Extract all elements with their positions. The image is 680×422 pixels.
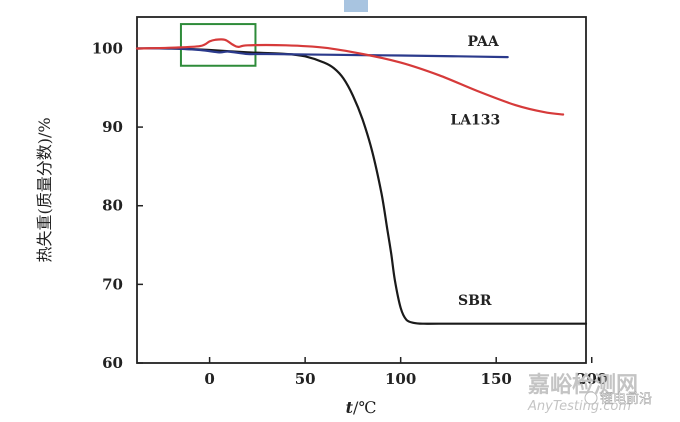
y-tick-label: 100	[92, 39, 123, 57]
watermark-main: 嘉峪检测网	[528, 372, 638, 398]
x-tick-label: 150	[481, 370, 512, 388]
x-axis-title: t/℃	[346, 398, 377, 417]
series-label-paa: PAA	[468, 34, 500, 50]
x-tick-label: 100	[385, 370, 416, 388]
y-tick-label: 60	[102, 354, 123, 372]
y-tick-label: 90	[102, 118, 123, 136]
series-line-la133	[135, 38, 565, 116]
x-axis-title-var: t	[346, 398, 354, 417]
y-tick-label: 80	[102, 197, 123, 215]
x-tick-label: 0	[204, 370, 214, 388]
y-axis-title: 热失重(质量分数)/%	[35, 117, 54, 262]
series-line-paa	[135, 47, 509, 59]
series-label-la133: LA133	[450, 113, 500, 129]
x-tick-label: 50	[295, 370, 316, 388]
watermark-sub: AnyTesting.com	[527, 399, 631, 414]
series-label-sbr: SBR	[458, 293, 492, 309]
watermark: 嘉峪检测网 AnyTesting.com 锂电前沿	[527, 372, 652, 414]
x-axis-title-unit: /℃	[353, 398, 376, 417]
x-tick-label: 200	[576, 370, 607, 388]
watermark-account: 锂电前沿	[600, 391, 652, 407]
series-line-sbr	[135, 47, 588, 325]
wechat-icon	[584, 391, 598, 405]
y-tick-label: 70	[102, 275, 123, 293]
top-decoration	[344, 0, 368, 12]
plot-frame	[136, 16, 587, 364]
